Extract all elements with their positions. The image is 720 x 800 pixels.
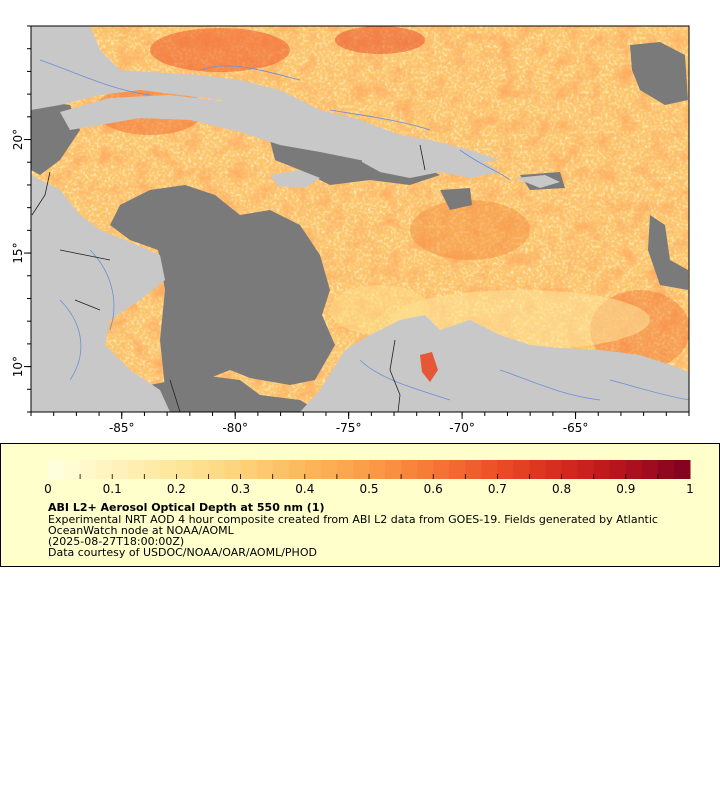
- colorbar-segment: [320, 460, 338, 479]
- no-data-caribbean: [110, 185, 335, 400]
- colorbar-segment: [336, 460, 354, 479]
- no-data-cloud-small: [440, 188, 472, 210]
- colorbar-segment: [593, 460, 611, 479]
- colorbar-tick-label: 0.5: [359, 482, 378, 496]
- colorbar-tick-label: 0.1: [103, 482, 122, 496]
- colorbar-segment: [352, 460, 370, 479]
- colorbar-segment: [673, 460, 691, 479]
- aod-high-patch: [335, 26, 425, 54]
- colorbar-tick-label: 0.7: [488, 482, 507, 496]
- legend-description: Experimental NRT AOD 4 hour composite cr…: [48, 513, 658, 526]
- colorbar-tick-label: 0.3: [231, 482, 250, 496]
- map-border: [30, 25, 690, 413]
- colorbar-segment: [417, 460, 434, 479]
- colorbar-segment: [48, 460, 65, 479]
- colorbar-segment: [128, 460, 145, 479]
- map-frame: -85° -80° -75° -70° -65° 20° 15° 10°: [11, 25, 690, 435]
- colorbar-segment: [208, 460, 226, 479]
- land-cuba: [60, 95, 420, 162]
- aod-high-patch: [410, 200, 530, 260]
- colorbar-segment: [497, 460, 514, 479]
- lon-tick-label: -75°: [336, 421, 362, 435]
- colorbar-segment: [240, 460, 258, 479]
- legend-description-cont: OceanWatch node at NOAA/AOML: [48, 524, 234, 537]
- colorbar-segment: [304, 460, 322, 479]
- lon-tick-label: -85°: [109, 421, 135, 435]
- colorbar-segment: [385, 460, 402, 479]
- rivers: [39, 59, 689, 401]
- no-data-south: [140, 375, 320, 412]
- colorbar-tick-label: 0: [44, 482, 52, 496]
- colorbar-segment: [192, 460, 209, 479]
- colorbar-segment: [465, 460, 482, 479]
- colorbar: 0 0.1 0.2 0.3 0.4 0.5 0.6 0.7 0.8 0.9 1: [44, 460, 694, 496]
- colorbar-segment: [112, 460, 129, 479]
- land-hispaniola: [360, 142, 500, 178]
- colorbar-segment: [144, 460, 161, 479]
- colorbar-segment: [369, 460, 386, 479]
- colorbar-segment: [176, 460, 193, 479]
- lat-tick-label: 15°: [11, 242, 25, 263]
- colorbar-segment: [657, 460, 675, 479]
- no-data-east: [648, 215, 688, 290]
- no-data-ne: [630, 42, 688, 105]
- colorbar-segment: [513, 460, 530, 479]
- colorbar-segment: [609, 460, 627, 479]
- lon-tick-label: -80°: [222, 421, 248, 435]
- legend-panel: 0 0.1 0.2 0.3 0.4 0.5 0.6 0.7 0.8 0.9 1 ABI L2+ Ae…: [0, 443, 720, 567]
- lat-tick-label: 10°: [11, 356, 25, 377]
- colorbar-segment: [80, 460, 97, 479]
- colorbar-segment: [272, 460, 290, 479]
- colorbar-tick-label: 0.6: [424, 482, 443, 496]
- colorbar-segment: [641, 460, 659, 479]
- colorbar-segment: [64, 460, 81, 479]
- legend-timestamp: (2025-08-27T18:00:00Z): [48, 535, 185, 548]
- axis-ticks: -85° -80° -75° -70° -65° 20° 15° 10°: [11, 25, 690, 435]
- colorbar-segment: [449, 460, 466, 479]
- colorbar-segment: [529, 460, 547, 479]
- lat-tick-label: 20°: [11, 129, 25, 150]
- legend-credits: Data courtesy of USDOC/NOAA/OAR/AOML/PHO…: [48, 546, 317, 559]
- colorbar-segment: [401, 460, 418, 479]
- colorbar-tick-label: 0.2: [167, 482, 186, 496]
- colorbar-segment: [96, 460, 113, 479]
- land-central-america: [31, 175, 170, 412]
- colorbar-tick-label: 0.9: [616, 482, 635, 496]
- legend-title: ABI L2+ Aerosol Optical Depth at 550 nm …: [48, 501, 325, 514]
- colorbar-segment: [545, 460, 563, 479]
- lon-tick-label: -65°: [563, 421, 589, 435]
- colorbar-tick-label: 1: [686, 482, 694, 496]
- lon-tick-label: -70°: [449, 421, 475, 435]
- colorbar-segment: [481, 460, 498, 479]
- colorbar-segment: [577, 460, 595, 479]
- land-puerto-rico: [515, 175, 560, 188]
- colorbar-tick-label: 0.8: [552, 482, 571, 496]
- land-florida-bahamas: [31, 26, 500, 165]
- land-jamaica: [270, 170, 320, 188]
- colorbar-segment: [433, 460, 450, 479]
- aod-map: -85° -80° -75° -70° -65° 20° 15° 10°: [11, 25, 690, 435]
- colorbar-segment: [224, 460, 242, 479]
- colorbar-segment: [561, 460, 579, 479]
- colorbar-segment: [256, 460, 274, 479]
- country-borders: [31, 144, 426, 412]
- aod-high-patch: [150, 28, 290, 72]
- colorbar-segment: [160, 460, 177, 479]
- colorbar-segment: [625, 460, 643, 479]
- land-maracaibo: [420, 352, 438, 382]
- colorbar-tick-label: 0.4: [295, 482, 314, 496]
- colorbar-segment: [288, 460, 306, 479]
